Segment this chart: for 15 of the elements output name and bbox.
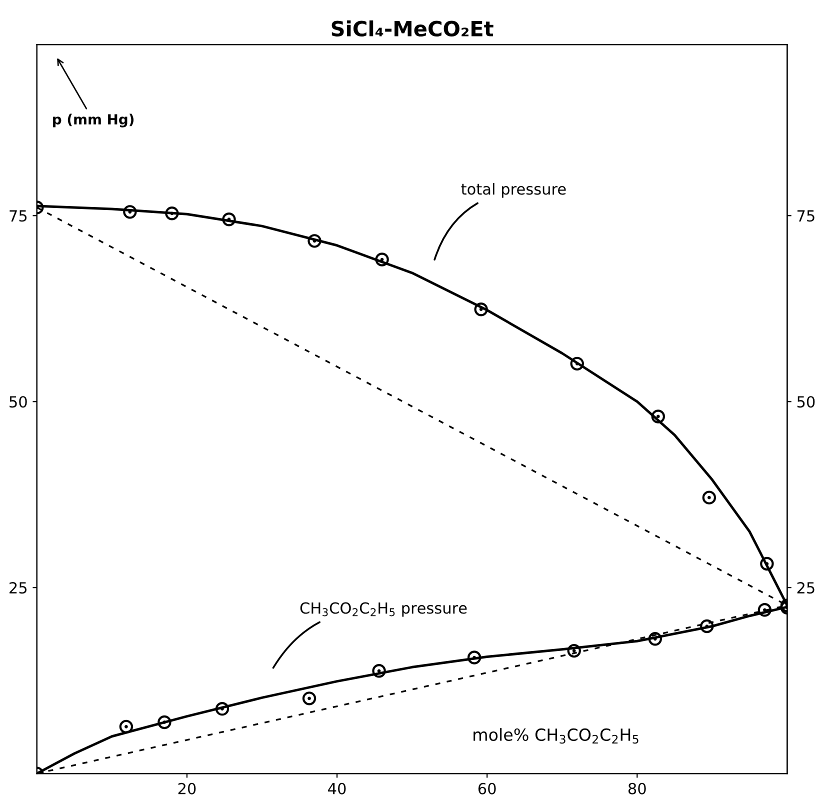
- chart-title: SiCl₄-MeCO₂Et: [332, 20, 494, 37]
- annotation: total pressure: [461, 182, 566, 198]
- y2-tick-label: 75: [797, 210, 814, 222]
- text: CH$_{3}$CO$_{2}$C$_{2}$H$_{5}$ pressure: [300, 602, 467, 617]
- x-tick-label: 20: [178, 782, 196, 794]
- x-axis-title: mole% CH$_{3}$CO$_{2}$C$_{2}$H$_{5}$: [474, 728, 638, 744]
- y-tick-label: 25: [10, 582, 27, 594]
- x-tick-label: 80: [628, 782, 646, 794]
- y-tick-label: 50: [10, 396, 27, 408]
- x-tick-label: 60: [478, 782, 496, 794]
- y2-tick-label: 25: [797, 582, 814, 594]
- y2-tick-label: 50: [797, 396, 815, 408]
- x-tick-label: 40: [328, 782, 346, 794]
- y-axis-title: p (mm Hg): [53, 114, 134, 128]
- y-tick-label: 75: [10, 210, 27, 222]
